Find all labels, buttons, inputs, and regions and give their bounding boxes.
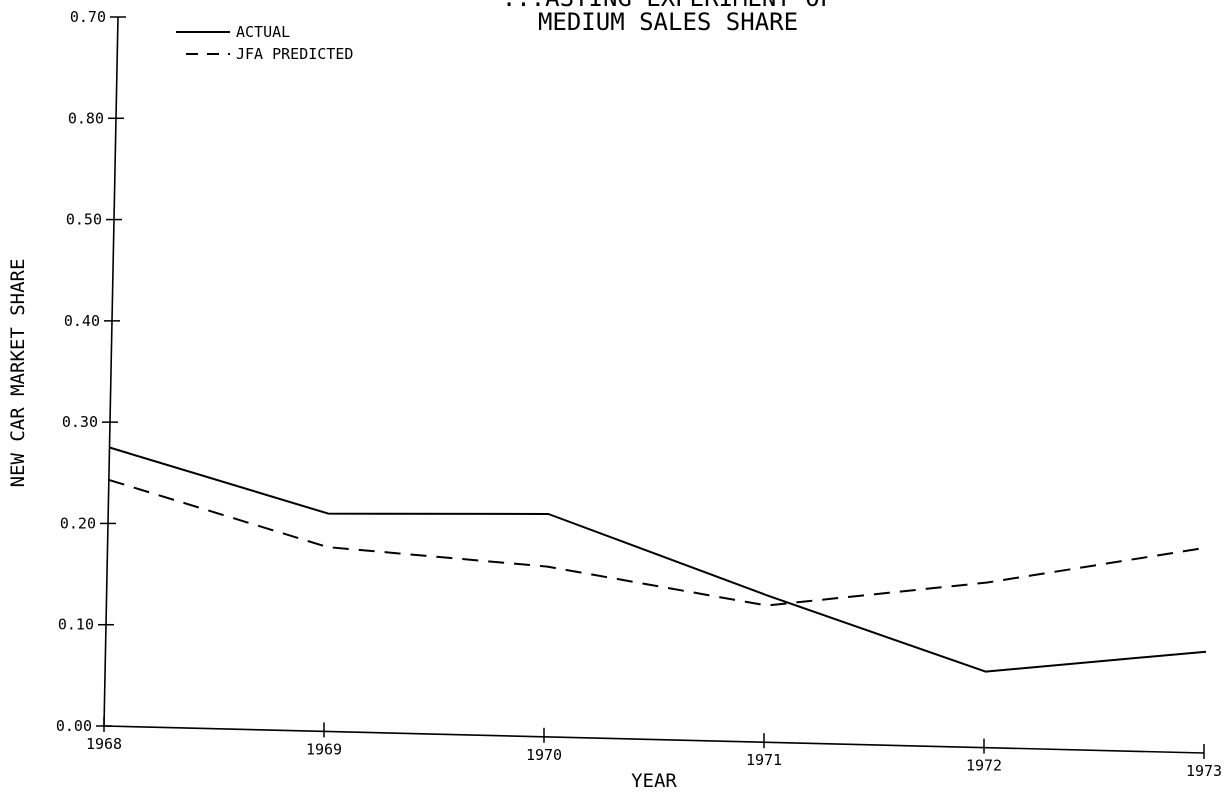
- x-tick-label: 1972: [966, 757, 1002, 775]
- y-tick-label: 0.50: [66, 211, 102, 229]
- y-tick-label: 0.20: [60, 514, 96, 532]
- chart-title-partial: ...ASTING EXPERIMENT OF: [502, 0, 834, 12]
- legend-label-predicted: JFA PREDICTED: [236, 45, 353, 63]
- legend: ACTUAL JFA PREDICTED: [176, 23, 353, 63]
- y-ticks: 0.00 0.10 0.20 0.30 0.40 0.50 0.80 0.70: [56, 8, 126, 735]
- y-tick-label: 0.80: [68, 109, 104, 127]
- series-line-actual: [109, 446, 1207, 673]
- series-group: [108, 446, 1209, 673]
- x-tick-label: 1969: [306, 740, 342, 758]
- y-axis-line: [103, 16, 119, 727]
- y-tick-label: 0.30: [62, 413, 98, 431]
- x-tick-label: 1970: [526, 746, 562, 764]
- x-tick-label: 1971: [746, 751, 782, 769]
- y-tick-label: 0.10: [58, 616, 94, 634]
- chart-title: MEDIUM SALES SHARE: [538, 8, 798, 36]
- legend-label-actual: ACTUAL: [236, 23, 290, 41]
- x-tick-label: 1968: [86, 735, 122, 753]
- x-tick-label: 1973: [1186, 762, 1222, 780]
- x-axis-line: [103, 725, 1205, 754]
- y-tick-label: 0.40: [64, 312, 100, 330]
- x-axis-label: YEAR: [631, 770, 677, 792]
- y-axis-label: NEW CAR MARKET SHARE: [7, 259, 29, 488]
- x-ticks: 1968 1969 1970 1971 1972 1973: [86, 717, 1222, 780]
- y-tick-label: 0.70: [70, 8, 106, 26]
- y-tick-label: 0.00: [56, 717, 92, 735]
- series-line-predicted: [108, 478, 1209, 607]
